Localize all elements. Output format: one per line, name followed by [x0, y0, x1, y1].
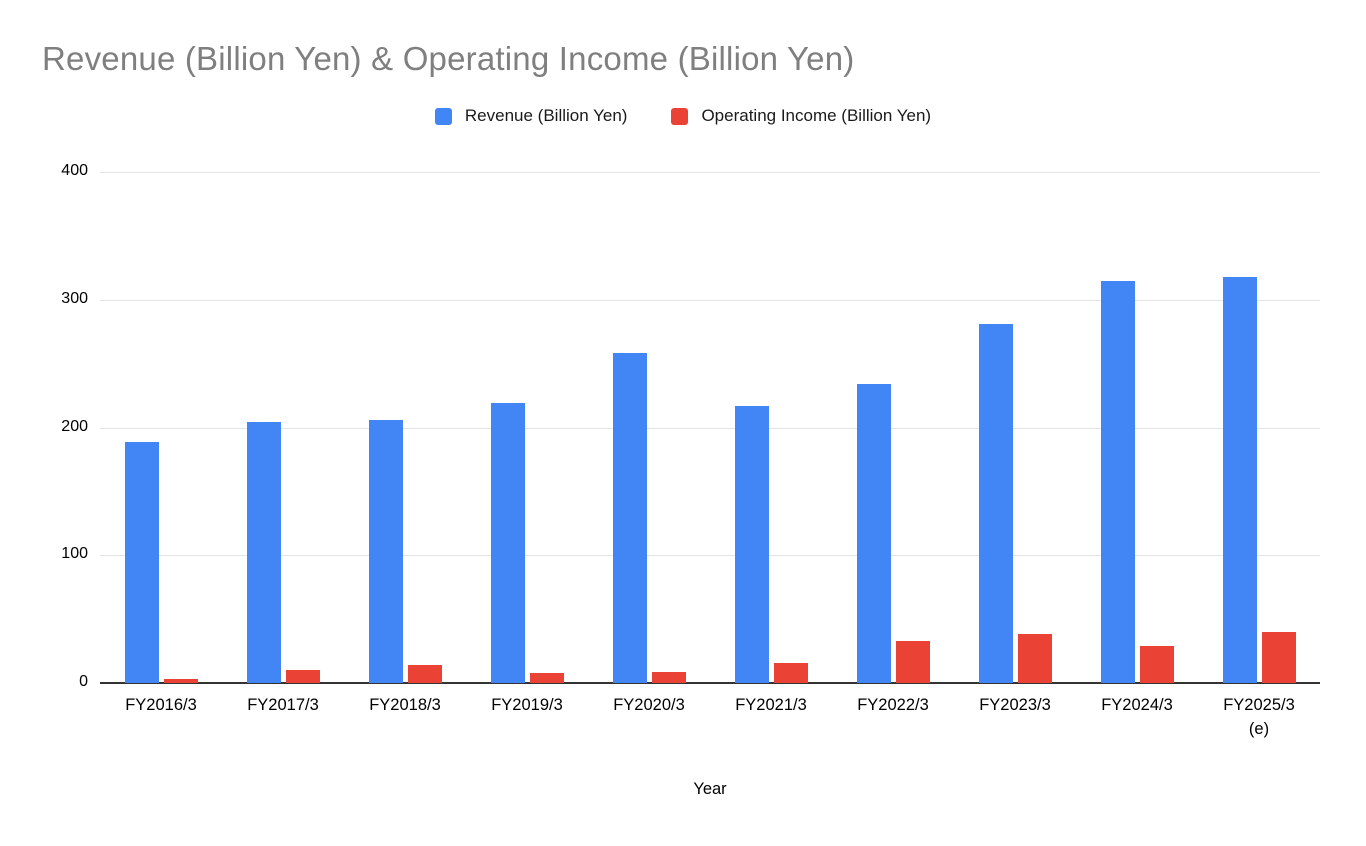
- revenue-bar: [1223, 276, 1257, 683]
- gridline: [100, 299, 1320, 301]
- operating-income-swatch-icon: [671, 107, 689, 125]
- operating-income-bar: [164, 679, 198, 683]
- revenue-bar: [1101, 280, 1135, 683]
- x-axis-tick-label: FY2019/3: [491, 696, 563, 714]
- x-axis-tick-label: FY2025/3 (e): [1223, 696, 1295, 738]
- y-axis-tick-label: 400: [61, 162, 88, 179]
- x-axis-tick-label: FY2017/3: [247, 696, 319, 714]
- y-axis-tick-label: 200: [61, 417, 88, 435]
- operating-income-bar: [896, 640, 930, 683]
- operating-income-bar: [286, 670, 320, 683]
- legend: Revenue (Billion Yen) Operating Income (…: [0, 106, 1366, 126]
- legend-label-revenue: Revenue (Billion Yen): [464, 106, 628, 125]
- gridline: [100, 172, 1320, 173]
- y-axis-tick-label: 0: [79, 673, 88, 690]
- x-axis-tick-label: FY2023/3: [979, 696, 1051, 714]
- x-axis-baseline: [100, 682, 1320, 684]
- operating-income-bar: [408, 665, 442, 683]
- legend-item-operating-income: Operating Income (Billion Yen): [671, 106, 931, 126]
- revenue-swatch-icon: [434, 107, 452, 125]
- operating-income-bar: [1018, 634, 1052, 683]
- gridline: [100, 555, 1320, 557]
- revenue-bar: [613, 353, 647, 683]
- revenue-bar: [491, 403, 525, 683]
- revenue-bar: [247, 422, 281, 683]
- gridline: [100, 427, 1320, 429]
- x-axis-tick-label: FY2018/3: [369, 696, 441, 714]
- operating-income-bar: [652, 671, 686, 683]
- x-axis-title: Year: [693, 780, 727, 798]
- chart-title: Revenue (Billion Yen) & Operating Income…: [42, 40, 855, 77]
- x-axis-tick-label: FY2024/3: [1101, 696, 1173, 714]
- legend-item-revenue: Revenue (Billion Yen): [434, 106, 628, 126]
- revenue-bar: [369, 419, 403, 683]
- y-axis-tick-label: 300: [61, 289, 88, 307]
- operating-income-bar: [1262, 631, 1296, 683]
- revenue-bar: [857, 384, 891, 683]
- x-axis-tick-labels: FY2016/3 FY2017/3 FY2018/3 FY2019/3 FY2020/3…: [100, 694, 1320, 754]
- revenue-bar: [125, 441, 159, 683]
- y-axis-tick-labels: 0 100 200 300 400: [0, 162, 88, 690]
- revenue-bar: [735, 405, 769, 683]
- x-axis-tick-label: FY2016/3: [125, 696, 197, 714]
- operating-income-bar: [1140, 645, 1174, 683]
- legend-label-operating-income: Operating Income (Billion Yen): [701, 106, 932, 125]
- x-axis-tick-label: FY2020/3: [613, 696, 685, 714]
- y-axis-tick-label: 100: [61, 545, 88, 563]
- revenue-bar: [979, 324, 1013, 683]
- x-axis-tick-label: FY2021/3: [735, 696, 807, 714]
- x-axis-tick-label: FY2022/3: [857, 696, 929, 714]
- operating-income-bar: [774, 662, 808, 683]
- operating-income-bar: [530, 672, 564, 683]
- plot-area: [100, 172, 1320, 684]
